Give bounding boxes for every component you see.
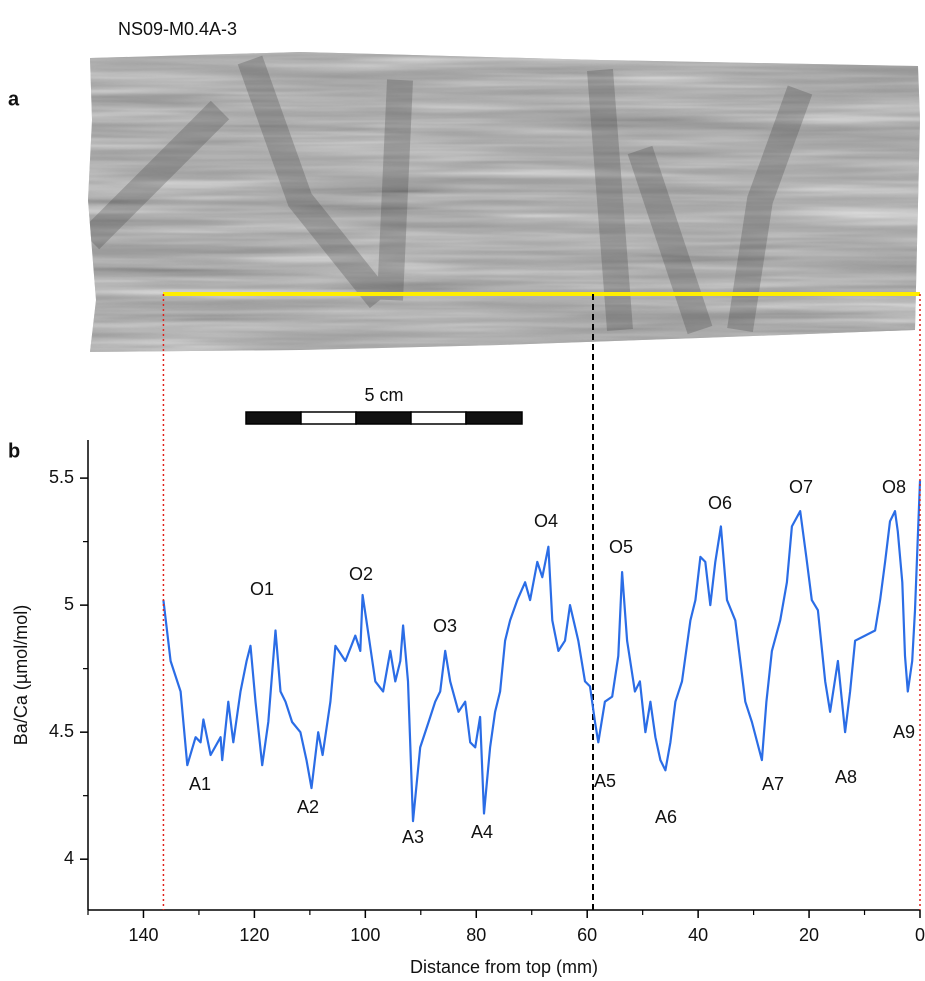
y-axis-label: Ba/Ca (µmol/mol) <box>11 605 31 745</box>
annotation: A4 <box>471 822 493 842</box>
annotation: O2 <box>349 564 373 584</box>
annotation: O1 <box>250 579 274 599</box>
plot: 140 120 100 80 60 40 20 0 4 4.5 5 5.5 Distance from … <box>11 440 925 977</box>
x-tick-label: 40 <box>688 925 708 945</box>
panel-label: b <box>8 440 20 462</box>
data-line <box>162 480 922 823</box>
x-tick-label: 120 <box>239 925 269 945</box>
annotation: A2 <box>297 797 319 817</box>
annotation: A9 <box>893 722 915 742</box>
annotation: A6 <box>655 807 677 827</box>
x-tick-label: 80 <box>466 925 486 945</box>
annotation: O8 <box>882 477 906 497</box>
x-tick-label: 60 <box>577 925 597 945</box>
annotation: O6 <box>708 493 732 513</box>
x-tick-label: 140 <box>128 925 158 945</box>
annotation: O7 <box>789 477 813 497</box>
x-tick-label: 0 <box>915 925 925 945</box>
annotation: A7 <box>762 774 784 794</box>
annotation: A8 <box>835 767 857 787</box>
annotation: A5 <box>594 771 616 791</box>
coral-slab-image <box>88 52 920 352</box>
annotation: O4 <box>534 511 558 531</box>
annotation: A1 <box>189 774 211 794</box>
y-tick-label: 4.5 <box>49 721 74 741</box>
scale-bar <box>245 411 523 425</box>
y-tick-label: 5 <box>64 594 74 614</box>
annotation: A3 <box>402 827 424 847</box>
y-tick-label: 5.5 <box>49 467 74 487</box>
x-tick-label: 20 <box>799 925 819 945</box>
panel-label: a <box>8 88 20 110</box>
figure-title: NS09-M0.4A-3 <box>118 19 237 39</box>
y-tick-label: 4 <box>64 848 74 868</box>
x-tick-label: 100 <box>350 925 380 945</box>
scale-bar-label: 5 cm <box>364 385 403 405</box>
annotation: O3 <box>433 616 457 636</box>
x-axis-label: Distance from top (mm) <box>410 957 598 977</box>
annotation: O5 <box>609 537 633 557</box>
